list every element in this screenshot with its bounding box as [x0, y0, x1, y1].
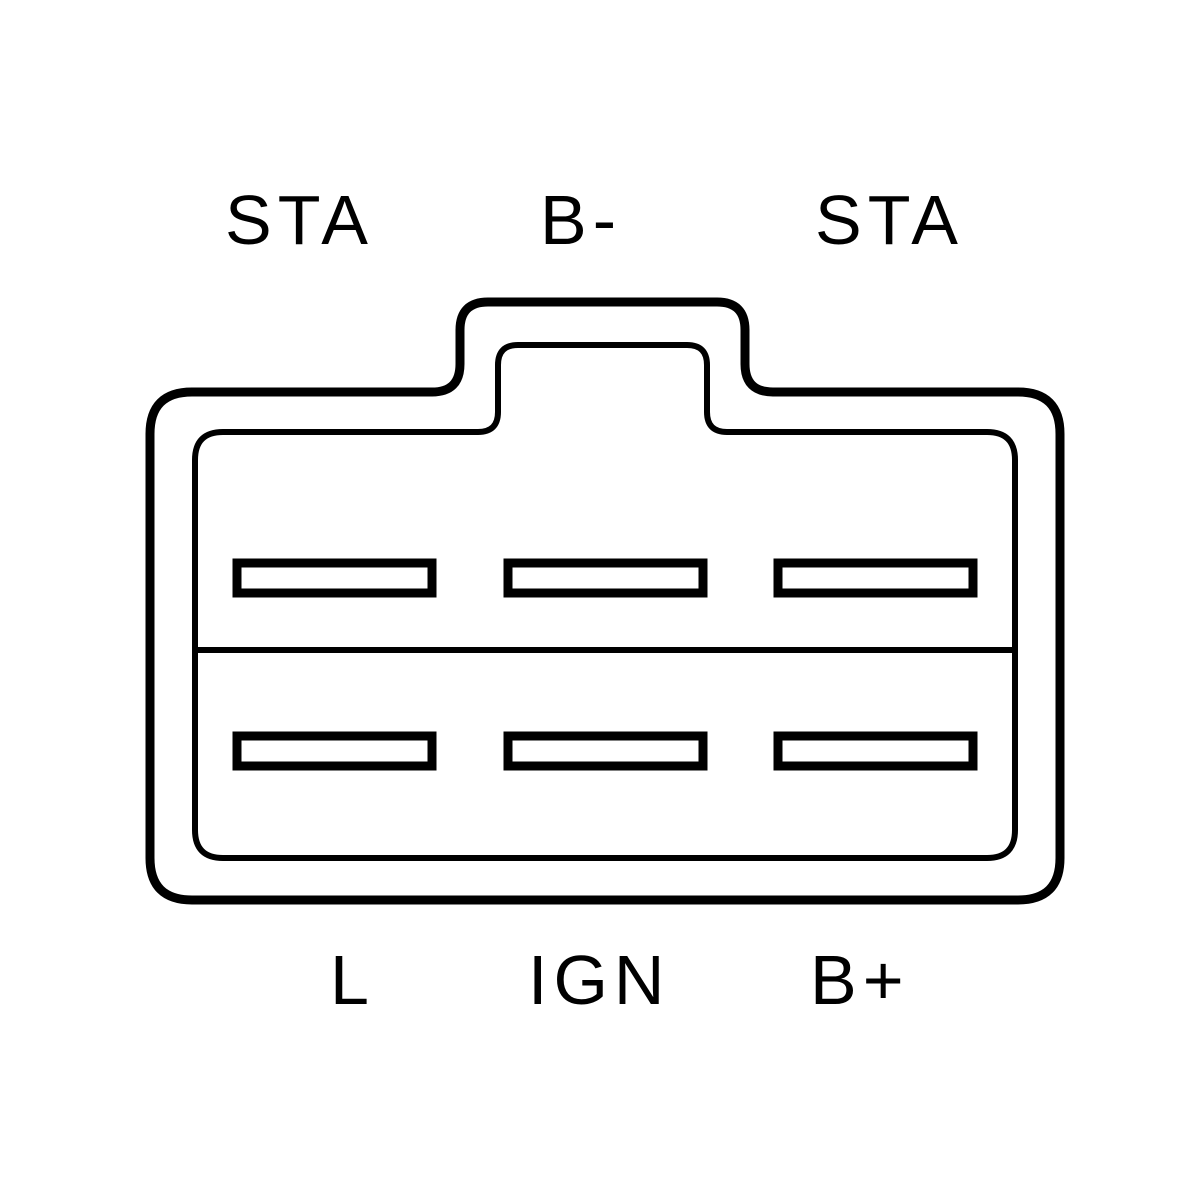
- connector-slots: [237, 563, 973, 766]
- pin-label-top-1: STA: [225, 180, 374, 260]
- pin-label-bottom-2: IGN: [528, 940, 670, 1020]
- connector-inner-shell: [195, 345, 1015, 858]
- pin-label-top-2: B-: [540, 180, 622, 260]
- connector-diagram: STA B- STA L IGN B+: [0, 0, 1200, 1200]
- pin-label-top-3: STA: [815, 180, 964, 260]
- pin-label-bottom-1: L: [330, 940, 375, 1020]
- pin-label-bottom-3: B+: [810, 940, 910, 1020]
- connector-outer-shell: [150, 302, 1060, 900]
